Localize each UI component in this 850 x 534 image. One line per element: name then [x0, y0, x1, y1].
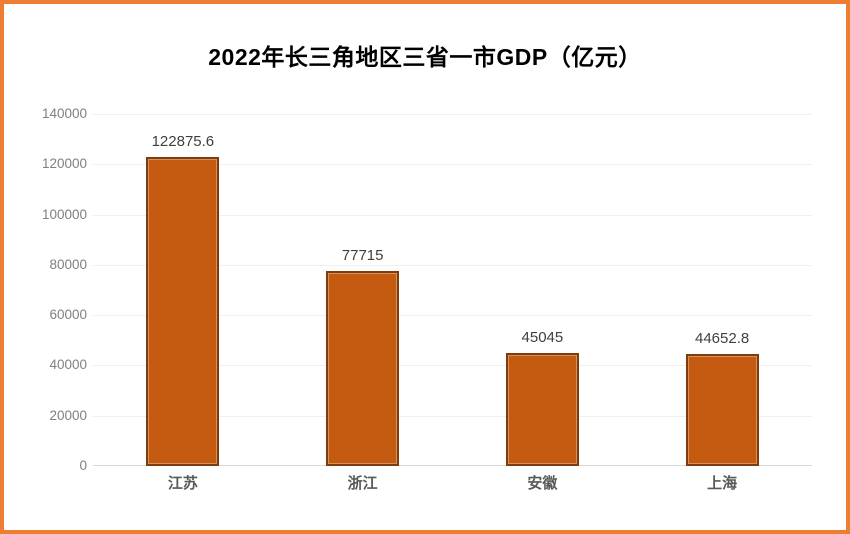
- bar-1: [326, 270, 400, 466]
- x-category-label: 浙江: [347, 475, 378, 492]
- x-category-label: 安徽: [527, 475, 558, 492]
- bar-value-label: 45045: [521, 328, 564, 346]
- x-category-label: 江苏: [167, 475, 198, 492]
- gridline: [93, 264, 812, 266]
- gridline: [93, 365, 812, 367]
- y-tick-label: 0: [79, 458, 87, 473]
- bar-value-label: 122875.6: [151, 133, 215, 151]
- bar-value-label: 77715: [341, 246, 384, 264]
- plot-area: 122875.6 77715 45045 44652.8: [93, 114, 812, 466]
- y-tick-label: 100000: [41, 206, 87, 222]
- y-tick-label: 40000: [49, 357, 87, 373]
- y-tick-label: 120000: [41, 156, 87, 172]
- bar-0: [146, 157, 220, 466]
- gridline: [93, 114, 812, 115]
- gridline: [93, 164, 812, 166]
- bar-value-label: 44652.8: [695, 329, 750, 347]
- y-tick-label: 140000: [41, 106, 87, 121]
- x-axis-line: [93, 465, 812, 466]
- bar-2: [505, 352, 579, 466]
- y-tick-label: 60000: [49, 307, 87, 323]
- y-tick-label: 20000: [49, 407, 87, 423]
- y-tick-label: 80000: [49, 256, 87, 272]
- x-category-label: 上海: [707, 475, 738, 492]
- gridline: [93, 315, 812, 317]
- chart-title: 2022年长三角地区三省一市GDP（亿元）: [208, 44, 642, 70]
- gridline: [93, 415, 812, 417]
- bar-3: [685, 353, 759, 466]
- gridline: [93, 214, 812, 216]
